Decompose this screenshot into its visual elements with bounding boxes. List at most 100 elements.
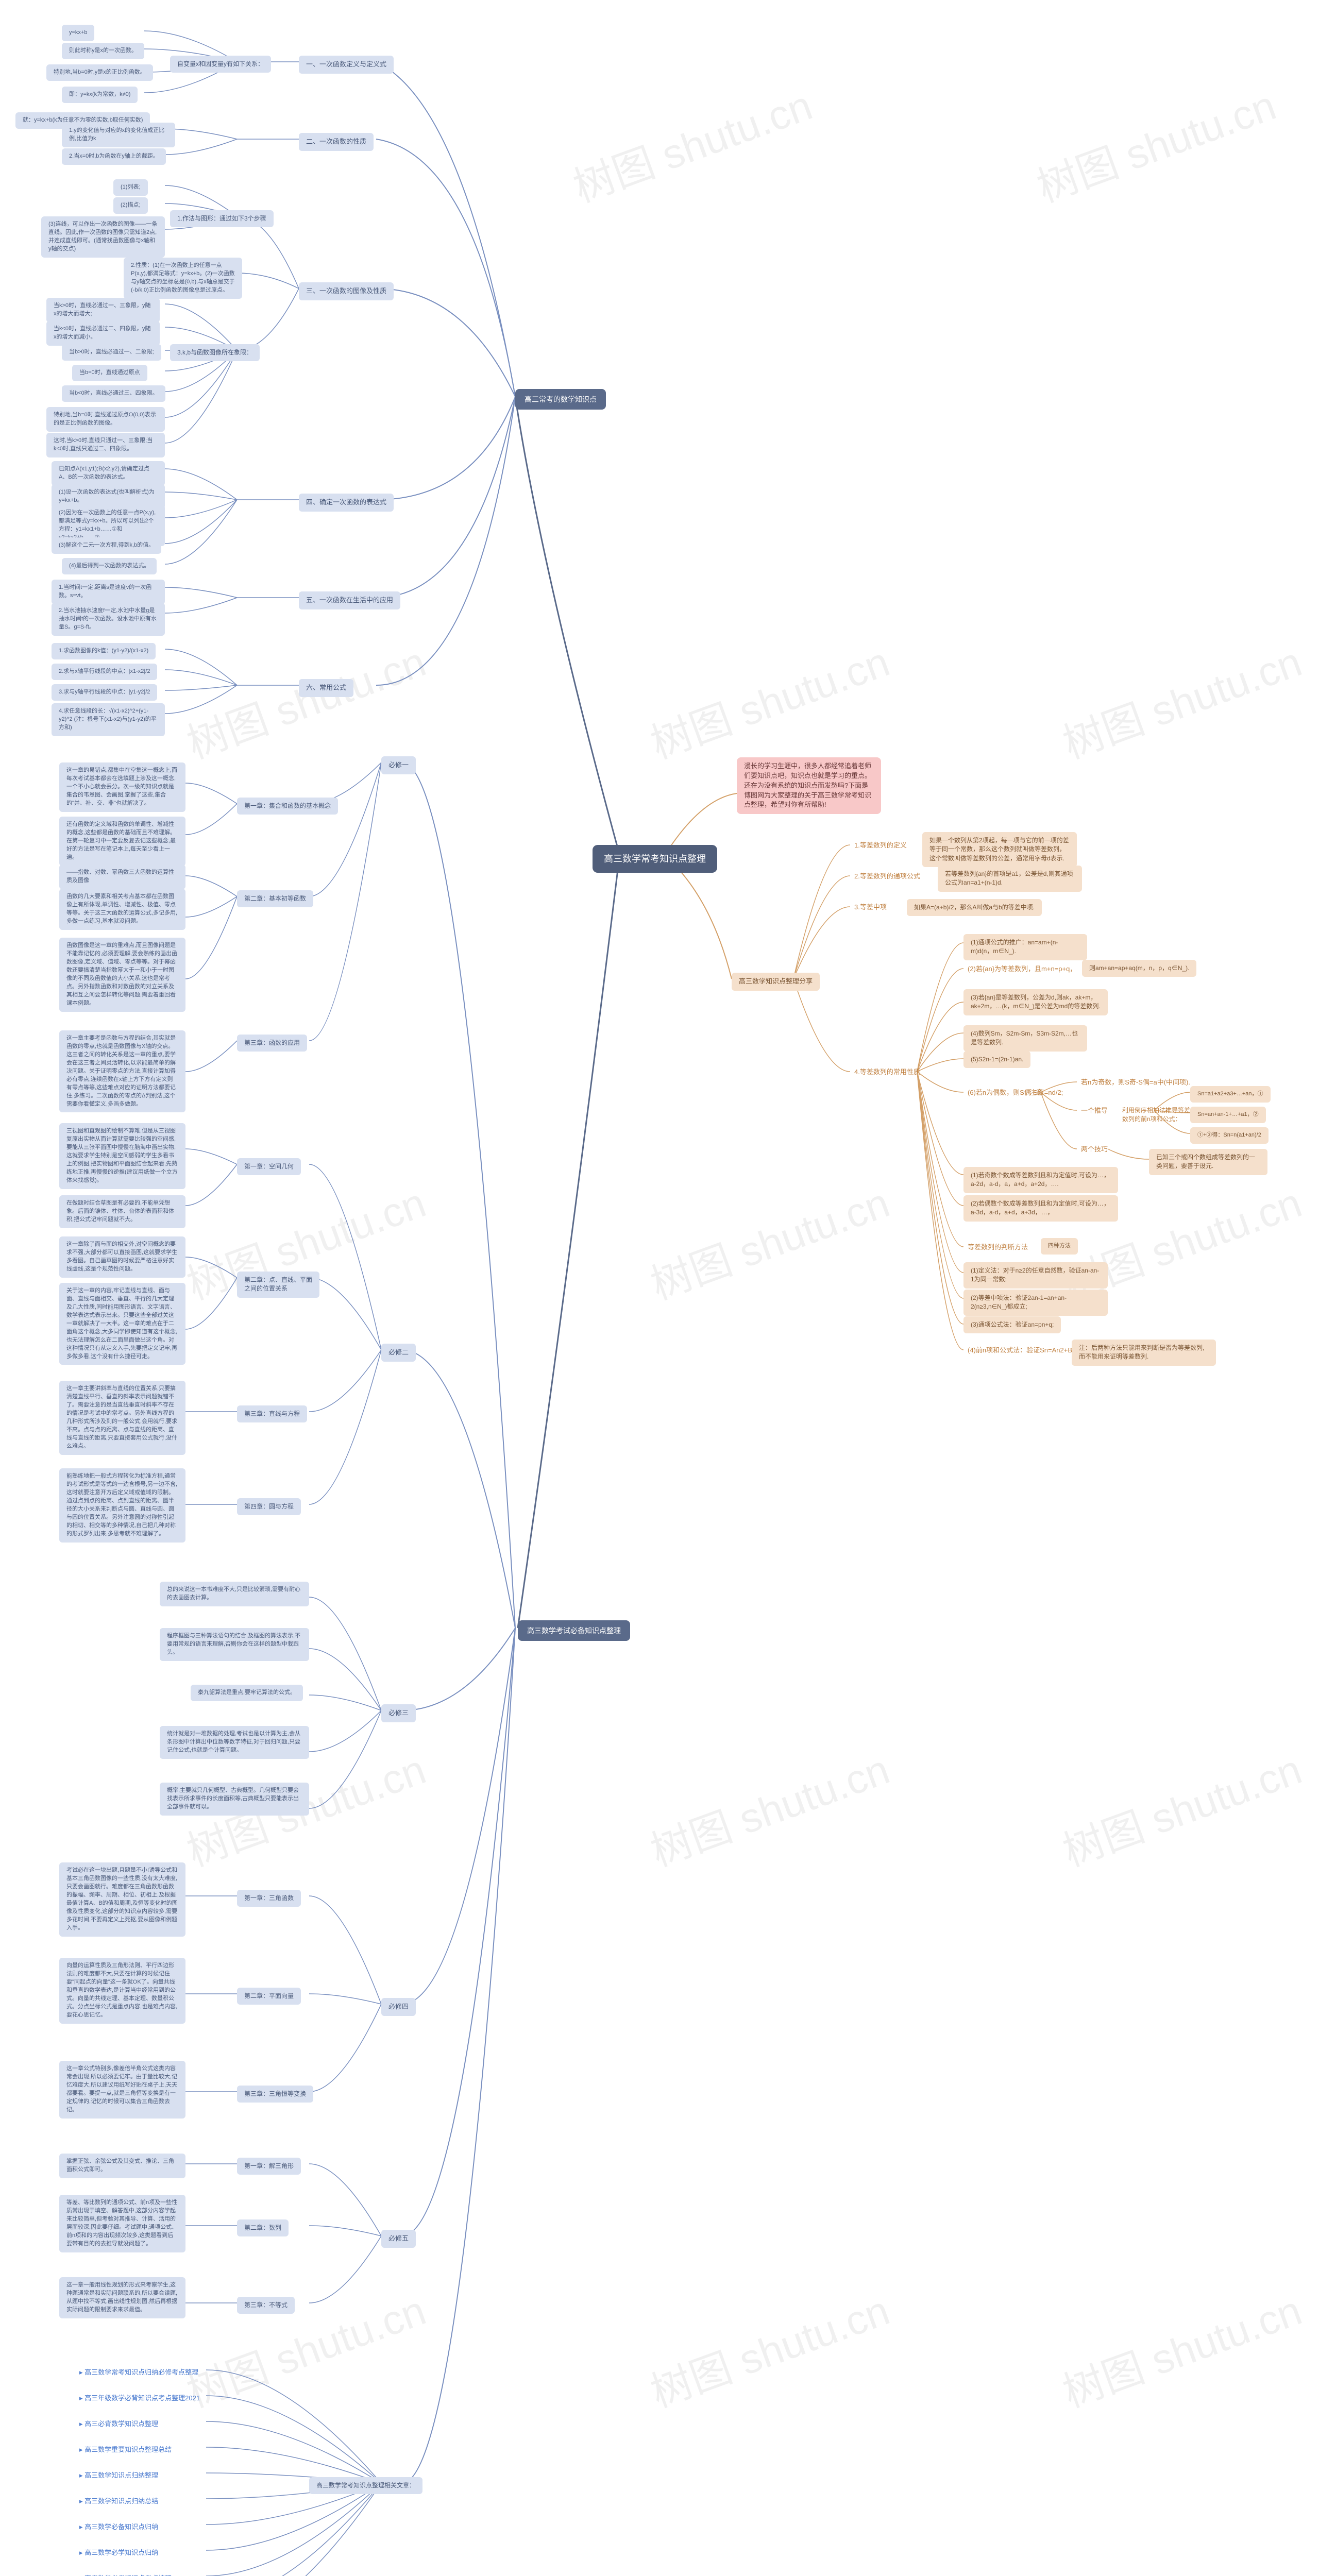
r-p3: (3)若{an}是等差数列，公差为d,则ak，ak+m，ak+2m，…(k，m∈… — [963, 989, 1108, 1015]
g4c-t1: 这一章公式特别多,像差倍半角公式这类内容常会出现,所以必须要记牢。由于量比较大,… — [59, 2061, 185, 2119]
s1-i1: y=kx+b — [62, 25, 94, 41]
s1-i3: 特别地,当b=0时,y是x的正比例函数。 — [46, 64, 153, 81]
r-m0: 等差数列的判断方法 — [963, 1241, 1032, 1255]
link-2[interactable]: 高三必背数学知识点整理 — [72, 2415, 165, 2433]
r-p2: (2)若{an}为等差数列，且m+n=p+q， — [963, 962, 1080, 976]
g5: 必修五 — [381, 2230, 416, 2248]
g3e: 概率,主要就只几何概型、古典概型。几何概型只要会找表示所求事件的长度面积等,古典… — [160, 1783, 309, 1816]
s6-i3: 4.求任意线段的长：√(x1-x2)^2+(y1-y2)^2 (注：根号下(x1… — [52, 703, 165, 736]
g5c-t1: 这一章一般用线性规划的形式来考察学生,这种题通常是和实际问题联系的,所以要会读题… — [59, 2277, 185, 2318]
left-branch-title: 高三数学考试必备知识点整理 — [518, 1620, 630, 1641]
g2b-t2: 关于这一章的内容,牢记直线与直线、面与面、直线与面相交、垂直、平行的几大定理及几… — [59, 1283, 185, 1365]
r-a3: 3.等差中项 — [850, 901, 891, 914]
watermark: 树图 shutu.cn — [641, 1737, 897, 1878]
g1b-title: 第二章：基本初等函数 — [237, 890, 313, 907]
s1-i4: 即：y=kx(k为常数，k≠0) — [62, 87, 138, 103]
s6-i2: 3.求与y轴平行线段的中点：|y1-y2|/2 — [52, 684, 157, 701]
s3-i5: 3.k,b与函数图像所在象限： — [170, 344, 260, 361]
s5-i1: 1.当时间t一定,距离s是速度v的一次函数。s=vt。 — [52, 580, 165, 604]
r-a1: 1.等差数列的定义 — [850, 839, 911, 853]
g1b-t1: ——指数、对数、幂函数三大函数的运算性质及图像 — [59, 865, 185, 889]
s3-lead: 1.作法与图形：通过如下3个步骤 — [170, 210, 274, 227]
g4a-title: 第一章：三角函数 — [237, 1890, 301, 1907]
g4b-title: 第二章：平面向量 — [237, 1988, 301, 2005]
watermark: 树图 shutu.cn — [1054, 2278, 1309, 2419]
g1c-t1: 这一章主要考是函数与方程的结合,其实就是函数的零点,也就是函数图像与X轴的交点。… — [59, 1030, 185, 1112]
link-3[interactable]: 高三数学重要知识点整理总结 — [72, 2441, 179, 2459]
s2-title: 二、一次函数的性质 — [299, 133, 374, 151]
s3-i3: (3)连线，可以作出一次函数的图像——一条直线。因此,作一次函数的图像只需知道2… — [41, 216, 165, 258]
r-p1: (1)通项公式的推广：an=am+(n-m)d(n，m∈N_). — [963, 934, 1087, 960]
g5b-t1: 等差、等比数列的通项公式、前n项及一些性质常出现于填空、解答题中,这部分内容学起… — [59, 2195, 185, 2252]
r-note2: 利用倒序相加法推导等差数列的前n项和公式： — [1118, 1104, 1195, 1126]
g5b-title: 第二章：数列 — [237, 2219, 289, 2236]
g2c-title: 第三章：直线与方程 — [237, 1405, 307, 1422]
r-a3t: 如果A=(a+b)/2，那么A叫做a与b的等差中项. — [907, 899, 1042, 916]
g2d-title: 第四章：圆与方程 — [237, 1498, 301, 1515]
link-7[interactable]: 高三数学必学知识点归纳 — [72, 2544, 165, 2562]
s4-title: 四、确定一次函数的表达式 — [299, 494, 394, 512]
s4-i1: 已知点A(x1,y1);B(x2,y2),请确定过点A、B的一次函数的表达式。 — [52, 461, 165, 486]
link-0[interactable]: 高三数学常考知识点归纳必修考点整理 — [72, 2364, 206, 2382]
g5a-title: 第一章：解三角形 — [237, 2158, 301, 2175]
g1b-t2: 函数的几大要素和相关考点基本都在函数图像上有所体现,单调性、增减性、极值、零点等… — [59, 889, 185, 930]
r-m4: (4)前n项和公式法：验证Sn=An2+Bn. — [963, 1344, 1082, 1358]
g2a-title: 第一章：空间几何 — [237, 1158, 301, 1175]
intro-node: 漫长的学习生涯中，很多人都经常追着老师们要知识点吧，知识点也就是学习的重点。还在… — [737, 757, 881, 814]
s3-k2: 当k<0时，直线必通过二、四象限，y随x的增大而减小。 — [46, 321, 160, 346]
s6-i0: 1.求函数图像的k值：(y1-y2)/(x1-x2) — [52, 643, 156, 659]
g2b-title: 第二章：点、直线、平面之间的位置关系 — [237, 1272, 319, 1298]
g2d-t1: 能熟练地把一般式方程转化为标准方程,通常的考试形式是等式的一边含根号,另一边不含… — [59, 1468, 185, 1543]
s3-k3: 当b>0时，直线必通过一、二象限; — [62, 344, 161, 361]
link-8[interactable]: 高考数学必考知识点考点梳理2021 — [72, 2570, 194, 2576]
r-p5: (5)S2n-1=(2n-1)an. — [963, 1051, 1030, 1068]
s3-k6: 特别地,当b=0时,直线通过原点O(0,0)表示的是正比例函数的图像。 — [46, 407, 165, 432]
r-p6: (6)若n为偶数，则S偶-S奇=nd/2; — [963, 1086, 1067, 1100]
r-m3: (3)通项公式法：验证an=pn+q; — [963, 1316, 1061, 1333]
g1c-title: 第三章：函数的应用 — [237, 1035, 307, 1052]
watermark: 树图 shutu.cn — [641, 629, 897, 771]
r-d1: (1)若奇数个数成等差数列且和为定值时,可设为…，a-2d，a-d，a，a+d，… — [963, 1167, 1118, 1193]
r-method: 四种方法 — [1041, 1238, 1078, 1255]
s5-title: 五、一次函数在生活中的应用 — [299, 591, 400, 609]
r-m1: (1)定义法：对于n≥2的任意自然数，验证an-an-1为同一常数; — [963, 1262, 1108, 1289]
s3-k1: 当k>0时，直线必通过一、三象限，y随x的增大而增大; — [46, 298, 160, 323]
g2a-t1: 三视图和直观图的绘制不算难,但是从三视图复原出实物从而计算就需要比较强的空间感,… — [59, 1123, 185, 1189]
s6-title: 六、常用公式 — [299, 679, 353, 697]
g4b-t1: 向量的运算性质及三角形法则、平行四边形法则的难度都不大,只要在计算的时候记住要"… — [59, 1958, 185, 2024]
s3-k7: 这时,当k>0时,直线只通过一、三象限;当k<0时,直线只通过二、四象限。 — [46, 433, 165, 457]
g3d: 统计就是对一堆数据的处理,考试也是以计算为主,会从条形图中计算出中位数等数字特征… — [160, 1726, 309, 1759]
s3-i4: 2.性质：(1)在一次函数上的任意一点P(x,y),都满足等式：y=kx+b。(… — [124, 258, 242, 299]
g2b-t1: 这一章除了面与面的相交外,对空间概念的要求不强,大部分都可以直接画图,这就要求学… — [59, 1236, 185, 1278]
r-a4: 4.等差数列的常用性质 — [850, 1065, 924, 1079]
r-note1: 一个推导 — [1077, 1104, 1112, 1118]
r-diff1: 已知三个或四个数组成等差数列的一类问题，要善于设元. — [1149, 1149, 1267, 1175]
top-branch-title: 高三常考的数学知识点 — [515, 389, 606, 410]
link-6[interactable]: 高三数学必备知识点归纳 — [72, 2518, 165, 2536]
s6-i1: 2.求与x轴平行线段的中点：|x1-x2|/2 — [52, 664, 157, 680]
s2-i1: 1.y的变化值与对应的x的变化值成正比例,比值为k — [62, 123, 175, 147]
s3-k5: 当b<0时，直线必通过三、四象限。 — [62, 385, 165, 402]
r-p6a: 若n为奇数，则S奇-S偶=a中(中间项). — [1077, 1076, 1194, 1090]
link-5[interactable]: 高三数学知识点归纳总结 — [72, 2493, 165, 2511]
r-p4: (4)数列Sm，S2m-Sm，S3m-S2m,…也是等差数列. — [963, 1025, 1087, 1052]
g5a-t1: 掌握正弦、余弦公式及其变式、推论、三角面积公式即可。 — [59, 2154, 185, 2178]
watermark: 树图 shutu.cn — [641, 1170, 897, 1312]
s1-title: 一、一次函数定义与定义式 — [299, 56, 394, 74]
link-4[interactable]: 高三数学知识点归纳整理 — [72, 2467, 165, 2485]
connector-layer — [0, 0, 1319, 2576]
s1-i2: 则此时称y是x的一次函数。 — [62, 43, 144, 59]
r-note4: Sn=an+an-1+…+a1，② — [1190, 1107, 1266, 1123]
g3b: 程序框图与三种算法语句的结合,及框图的算法表示,不要用常规的语言来理解,否则你会… — [160, 1628, 309, 1661]
s3-i1: (1)列表; — [113, 179, 148, 196]
g1b-t3: 函数图像是这一章的重难点,而且图像问题是不能靠记忆的,必须要理解,要会熟练的画出… — [59, 938, 185, 1012]
s4-i5: (4)最后得到一次函数的表达式。 — [62, 558, 157, 574]
watermark: 树图 shutu.cn — [641, 2278, 897, 2419]
g2a-t2: 在做题时结合草图是有必要的,不能单凭想象。后面的锥体、柱体、台体的表面积和体积,… — [59, 1195, 185, 1228]
g1a-t2: 还有函数的定义域和函数的单调性、增减性的概念,这些都是函数的基础而且不难理解。在… — [59, 817, 185, 866]
s3-i2: (2)描点; — [113, 197, 148, 214]
link-1[interactable]: 高三年级数学必背知识点考点整理2021 — [72, 2389, 207, 2408]
s2-i2: 2.当x=0时,b为函数在y轴上的截距。 — [62, 148, 166, 165]
g3: 必修三 — [381, 1704, 416, 1722]
watermark: 树图 shutu.cn — [1054, 1737, 1309, 1878]
